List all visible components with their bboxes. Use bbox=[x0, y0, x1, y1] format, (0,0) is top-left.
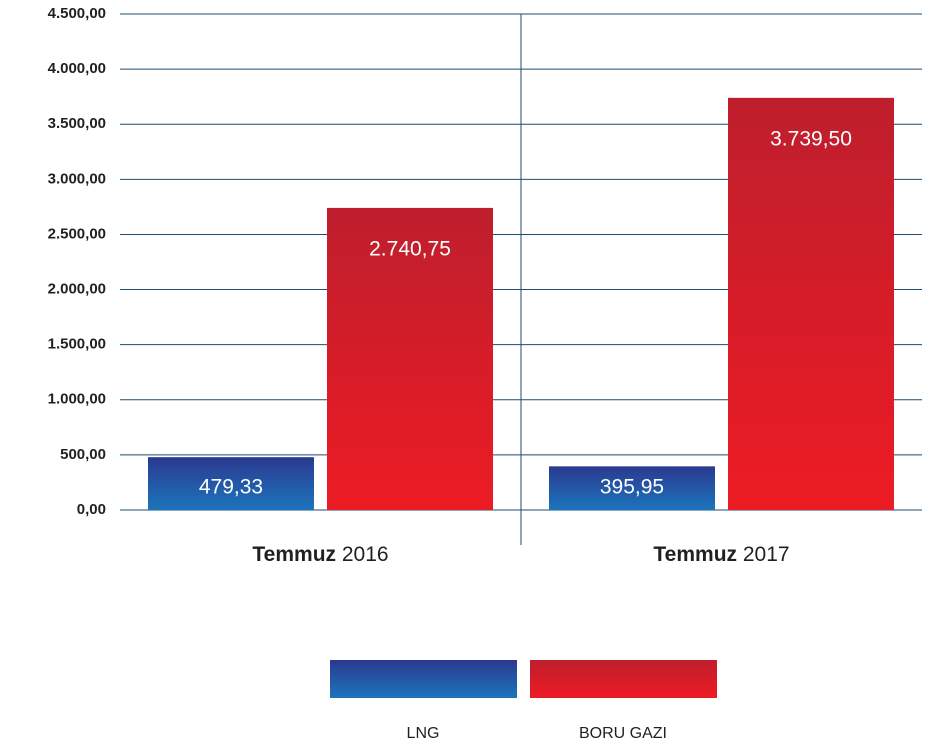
value-label: 3.739,50 bbox=[770, 127, 852, 150]
bar bbox=[327, 207, 493, 510]
y-tick-label: 500,00 bbox=[60, 446, 106, 463]
value-label: 2.740,75 bbox=[369, 237, 451, 260]
x-tick-label: Temmuz 2016 bbox=[252, 543, 388, 566]
legend-swatch bbox=[530, 660, 717, 698]
legend-swatch bbox=[330, 660, 517, 698]
bar bbox=[728, 97, 894, 510]
y-tick-label: 3.000,00 bbox=[48, 170, 106, 187]
value-label: 479,33 bbox=[199, 476, 263, 499]
y-tick-label: 4.000,00 bbox=[48, 60, 106, 77]
y-tick-label: 1.500,00 bbox=[48, 336, 106, 353]
y-tick-label: 3.500,00 bbox=[48, 115, 106, 132]
y-tick-label: 4.500,00 bbox=[48, 5, 106, 22]
y-tick-label: 1.000,00 bbox=[48, 391, 106, 408]
legend-label: BORU GAZI bbox=[579, 725, 667, 742]
bar bbox=[549, 466, 715, 510]
legend-label: LNG bbox=[407, 725, 440, 742]
value-label: 395,95 bbox=[600, 476, 664, 499]
y-tick-label: 2.500,00 bbox=[48, 225, 106, 242]
y-tick-label: 2.000,00 bbox=[48, 281, 106, 298]
y-tick-label: 0,00 bbox=[77, 501, 106, 518]
x-tick-label: Temmuz 2017 bbox=[653, 543, 789, 566]
bar bbox=[148, 457, 314, 510]
